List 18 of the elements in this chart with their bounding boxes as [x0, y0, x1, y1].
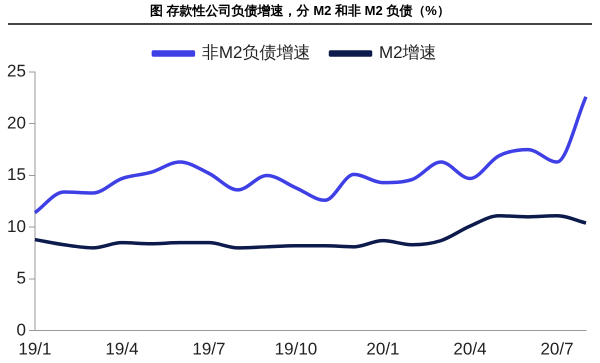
- y-tick-label: 0: [16, 320, 26, 340]
- x-tick-label: 20/7: [540, 339, 574, 358]
- x-tick-label: 20/1: [366, 339, 400, 358]
- legend-label: 非M2负债增速: [202, 43, 311, 62]
- y-tick-label: 20: [6, 113, 26, 132]
- y-tick-label: 10: [6, 216, 26, 236]
- line-series: [33, 95, 588, 214]
- y-tick-label: 5: [16, 268, 26, 288]
- x-tick-label: 19/4: [105, 339, 138, 358]
- legend-label: M2增速: [379, 43, 437, 62]
- x-tick-label: 20/4: [453, 339, 487, 358]
- x-tick-label: 19/1: [18, 339, 52, 358]
- x-tick-label: 19/7: [192, 339, 226, 358]
- line-series: [33, 214, 588, 250]
- x-tick-label: 19/10: [274, 339, 318, 358]
- y-tick-label: 25: [6, 62, 26, 81]
- y-tick-label: 15: [6, 165, 26, 184]
- chart-title: 图 存款性公司负债增速，分 M2 和非 M2 负债（%）: [8, 2, 592, 25]
